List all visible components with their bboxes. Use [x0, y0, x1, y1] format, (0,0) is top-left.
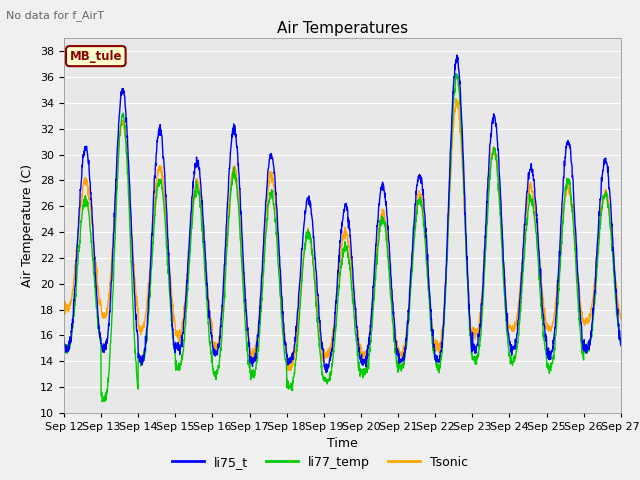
li75_t [323, 370, 330, 375]
li77_temp [60, 338, 68, 344]
Legend: li75_t, li77_temp, Tsonic: li75_t, li77_temp, Tsonic [167, 451, 473, 474]
Tsonic [584, 319, 591, 325]
Title: Air Temperatures: Air Temperatures [277, 21, 408, 36]
Y-axis label: Air Temperature (C): Air Temperature (C) [22, 164, 35, 287]
Tsonic [216, 334, 223, 339]
li75_t [359, 360, 367, 365]
Tsonic [359, 349, 367, 355]
li75_t [453, 52, 461, 58]
Line: Tsonic: Tsonic [64, 99, 621, 371]
li77_temp [371, 282, 379, 288]
li77_temp [100, 399, 108, 405]
Tsonic [568, 203, 576, 209]
li77_temp [359, 369, 367, 375]
li75_t [617, 343, 625, 348]
li77_temp [452, 71, 460, 76]
li77_temp [216, 358, 223, 363]
Tsonic [371, 272, 379, 278]
li75_t [216, 344, 223, 350]
Tsonic [60, 304, 68, 310]
li75_t [60, 335, 68, 341]
Tsonic [452, 96, 460, 102]
li75_t [584, 345, 591, 350]
li75_t [371, 260, 379, 266]
Tsonic [505, 323, 513, 328]
Tsonic [617, 316, 625, 322]
Tsonic [287, 368, 294, 373]
li77_temp [505, 345, 513, 350]
li77_temp [617, 338, 625, 344]
Text: No data for f_AirT: No data for f_AirT [6, 10, 104, 21]
Line: li77_temp: li77_temp [64, 73, 621, 402]
X-axis label: Time: Time [327, 437, 358, 450]
li77_temp [568, 209, 576, 215]
li77_temp [584, 346, 591, 352]
Text: MB_tule: MB_tule [70, 49, 122, 62]
li75_t [505, 331, 513, 336]
Line: li75_t: li75_t [64, 55, 621, 372]
li75_t [568, 163, 576, 169]
